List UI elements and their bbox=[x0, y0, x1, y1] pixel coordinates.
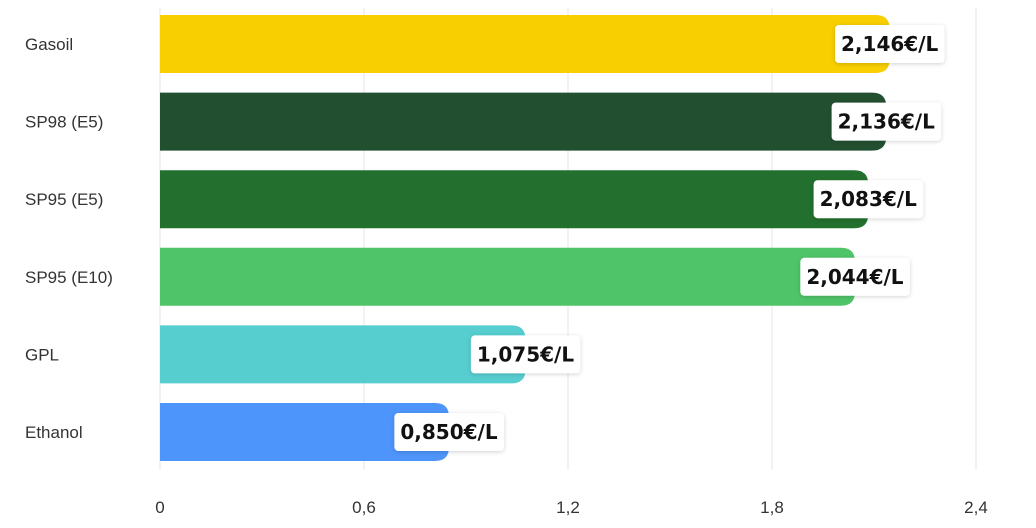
x-tick-label: 1,2 bbox=[556, 498, 580, 517]
data-label-text: 2,083€/L bbox=[820, 187, 917, 211]
category-label: SP98 (E5) bbox=[25, 113, 103, 132]
data-label-text: 1,075€/L bbox=[477, 342, 574, 366]
data-label-box bbox=[800, 257, 910, 296]
data-label-box bbox=[835, 25, 945, 63]
data-label-text: 2,136€/L bbox=[838, 110, 935, 134]
x-tick-label: 1,8 bbox=[760, 498, 784, 517]
data-label-box bbox=[394, 413, 504, 451]
data-label: 2,146€/L bbox=[835, 25, 945, 63]
bar bbox=[160, 403, 449, 461]
category-label: GPL bbox=[25, 345, 59, 364]
x-tick-label: 0 bbox=[155, 498, 164, 517]
x-axis-ticks: 0 0,6 1,2 1,8 2,4 bbox=[155, 498, 988, 517]
data-label: 2,083€/L bbox=[813, 180, 924, 219]
data-label-box bbox=[813, 180, 924, 219]
x-tick-label: 2,4 bbox=[964, 498, 988, 517]
data-label: 1,075€/L bbox=[470, 335, 581, 374]
data-labels: 2,146€/L 2,136€/L 2,083€/L 2,044€/L 1,075€/L… bbox=[394, 25, 945, 451]
category-label: SP95 (E5) bbox=[25, 190, 103, 209]
data-label: 0,850€/L bbox=[394, 413, 504, 451]
data-label: 2,044€/L bbox=[800, 257, 910, 296]
x-tick-label: 0,6 bbox=[352, 498, 376, 517]
gridlines bbox=[159, 8, 977, 470]
bar bbox=[160, 325, 526, 384]
data-label: 2,136€/L bbox=[831, 102, 942, 141]
category-labels: Gasoil SP98 (E5) SP95 (E5) SP95 (E10) GPL Eth… bbox=[25, 35, 113, 442]
bar bbox=[160, 170, 869, 229]
bar bbox=[160, 15, 890, 73]
category-label: SP95 (E10) bbox=[25, 268, 113, 287]
data-label-text: 0,850€/L bbox=[400, 420, 497, 444]
data-label-text: 2,146€/L bbox=[841, 32, 938, 56]
category-label: Ethanol bbox=[25, 423, 83, 442]
bar bbox=[160, 247, 855, 306]
category-label: Gasoil bbox=[25, 35, 73, 54]
data-label-text: 2,044€/L bbox=[806, 265, 903, 289]
data-label-box bbox=[831, 102, 942, 141]
data-label-box bbox=[470, 335, 581, 374]
bars bbox=[160, 15, 890, 461]
bar bbox=[160, 92, 887, 151]
